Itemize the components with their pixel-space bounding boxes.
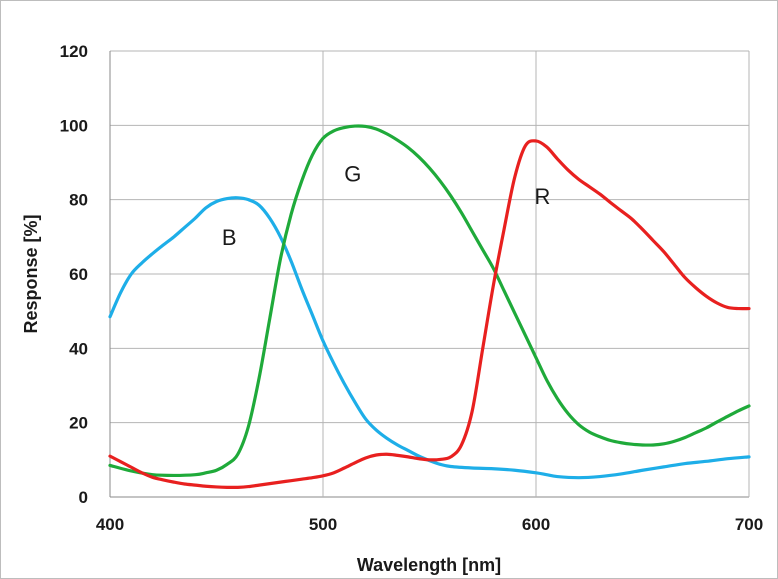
series-annotations: B G R xyxy=(222,162,550,250)
x-tick-label: 500 xyxy=(309,515,337,534)
x-tick-label: 600 xyxy=(522,515,550,534)
series-line-g xyxy=(108,124,751,478)
y-tick-label: 0 xyxy=(79,488,88,507)
x-tick-label: 700 xyxy=(735,515,763,534)
series-line-r xyxy=(108,139,751,490)
y-tick-label: 20 xyxy=(69,414,88,433)
y-tick-label: 120 xyxy=(60,42,88,61)
y-tick-label: 60 xyxy=(69,265,88,284)
x-axis-title: Wavelength [nm] xyxy=(357,555,501,575)
tick-labels: 0 20 40 60 80 100 120 400 500 600 700 xyxy=(60,42,764,534)
y-tick-label: 40 xyxy=(69,339,88,358)
series-label-b: B xyxy=(222,225,237,250)
series-label-r: R xyxy=(534,184,550,209)
gridlines xyxy=(109,50,750,498)
x-tick-label: 400 xyxy=(96,515,124,534)
y-axis-title: Response [%] xyxy=(21,214,41,333)
series-lines xyxy=(108,124,751,490)
series-line-b xyxy=(108,196,751,480)
y-tick-label: 80 xyxy=(69,191,88,210)
y-tick-label: 100 xyxy=(60,116,88,135)
series-label-g: G xyxy=(344,162,361,187)
